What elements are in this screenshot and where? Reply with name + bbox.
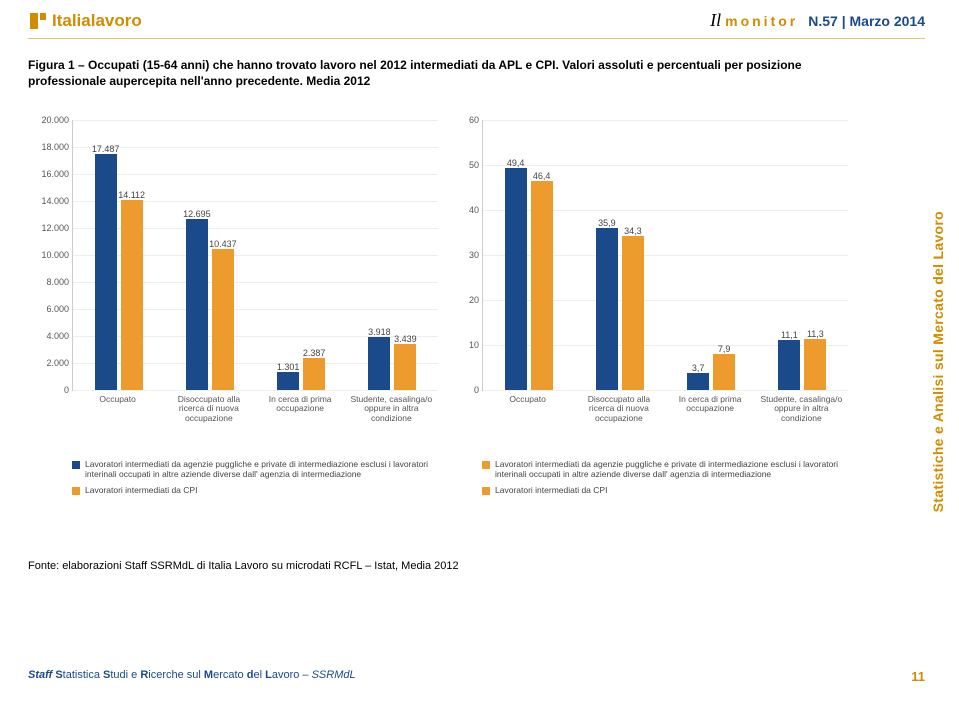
bar-series-b: 34,3: [622, 236, 644, 390]
chart-percent: 010203040506049,446,435,934,33,77,911,11…: [438, 120, 848, 495]
y-tick: 6.000: [29, 304, 73, 314]
chart-percent-plot: 010203040506049,446,435,934,33,77,911,11…: [482, 120, 848, 391]
bar-series-a: 17.487: [95, 154, 117, 390]
y-tick: 30: [439, 250, 483, 260]
bar-series-b: 10.437: [212, 249, 234, 390]
y-tick: 12.000: [29, 223, 73, 233]
y-tick: 10.000: [29, 250, 73, 260]
legend-text-a: Lavoratori intermediati da agenzie puggl…: [85, 459, 438, 479]
y-tick: 20.000: [29, 115, 73, 125]
x-label: In cerca di prima occupazione: [667, 395, 754, 414]
y-tick: 2.000: [29, 358, 73, 368]
bar-series-b: 46,4: [531, 181, 553, 390]
y-tick: 40: [439, 205, 483, 215]
source-text: Fonte: elaborazioni Staff SSRMdL di Ital…: [28, 560, 459, 572]
header-right: Il monitor N.57 | Marzo 2014: [710, 10, 925, 31]
bar-series-a: 3.918: [368, 337, 390, 390]
y-tick: 14.000: [29, 196, 73, 206]
bar-series-b: 2.387: [303, 358, 325, 390]
x-label: Disoccupato alla ricerca di nuova occupa…: [165, 395, 252, 423]
bar-series-b: 14.112: [121, 200, 143, 391]
chart-absolute-plot: 02.0004.0006.0008.00010.00012.00014.0001…: [72, 120, 438, 391]
footer-left: Staff Statistica Studi e Ricerche sul Me…: [28, 669, 356, 684]
header-rule: [28, 38, 925, 39]
y-tick: 0: [29, 385, 73, 395]
x-label: Occupato: [484, 395, 571, 404]
legend-text-a: Lavoratori intermediati da agenzie puggl…: [495, 459, 848, 479]
bar-series-b: 7,9: [713, 354, 735, 390]
bar-series-a: 3,7: [687, 373, 709, 390]
chart-percent-xlabels: Occupato Disoccupato alla ricerca di nuov…: [482, 391, 848, 453]
y-tick: 16.000: [29, 169, 73, 179]
legend-text-b: Lavoratori intermediati da CPI: [85, 485, 197, 495]
x-label: Studente, casalinga/o oppure in altra co…: [348, 395, 435, 423]
x-label: Studente, casalinga/o oppure in altra co…: [758, 395, 845, 423]
logo-text: Italialavoro: [52, 11, 142, 31]
x-label: Occupato: [74, 395, 161, 404]
legend-text-b: Lavoratori intermediati da CPI: [495, 485, 607, 495]
bar-series-b: 11,3: [804, 339, 826, 390]
y-tick: 20: [439, 295, 483, 305]
chart-percent-legend: Lavoratori intermediati da agenzie puggl…: [482, 459, 848, 495]
bar-series-a: 35,9: [596, 228, 618, 390]
bar-series-a: 11,1: [778, 340, 800, 390]
bar-series-a: 1.301: [277, 372, 299, 390]
x-label: Disoccupato alla ricerca di nuova occupa…: [575, 395, 662, 423]
chart-absolute-xlabels: Occupato Disoccupato alla ricerca di nuov…: [72, 391, 438, 453]
side-title: Statistiche e Analisi sul Mercato del La…: [927, 120, 949, 604]
y-tick: 4.000: [29, 331, 73, 341]
logo: Italialavoro: [28, 11, 142, 31]
legend-swatch-a: [72, 461, 80, 469]
y-tick: 18.000: [29, 142, 73, 152]
bar-series-a: 12.695: [186, 219, 208, 390]
legend-swatch-b: [72, 487, 80, 495]
x-label: In cerca di prima occupazione: [257, 395, 344, 414]
figure-caption: Figura 1 – Occupati (15-64 anni) che han…: [28, 58, 839, 89]
y-tick: 8.000: [29, 277, 73, 287]
y-tick: 60: [439, 115, 483, 125]
y-tick: 10: [439, 340, 483, 350]
y-tick: 0: [439, 385, 483, 395]
bar-series-b: 3.439: [394, 344, 416, 390]
chart-absolute: 0 2.000 4.000 6.000 8.000 10.000 12.000 14.000 1…: [28, 120, 438, 495]
header-il: Il: [710, 10, 721, 31]
page-number: 11: [911, 669, 925, 684]
header-issue: N.57 | Marzo 2014: [808, 13, 925, 29]
legend-swatch-a: [482, 461, 490, 469]
bar-series-a: 49,4: [505, 168, 527, 390]
header-monitor: monitor: [725, 13, 798, 29]
chart-absolute-legend: Lavoratori intermediati da agenzie puggl…: [72, 459, 438, 495]
legend-swatch-b: [482, 487, 490, 495]
y-tick: 50: [439, 160, 483, 170]
